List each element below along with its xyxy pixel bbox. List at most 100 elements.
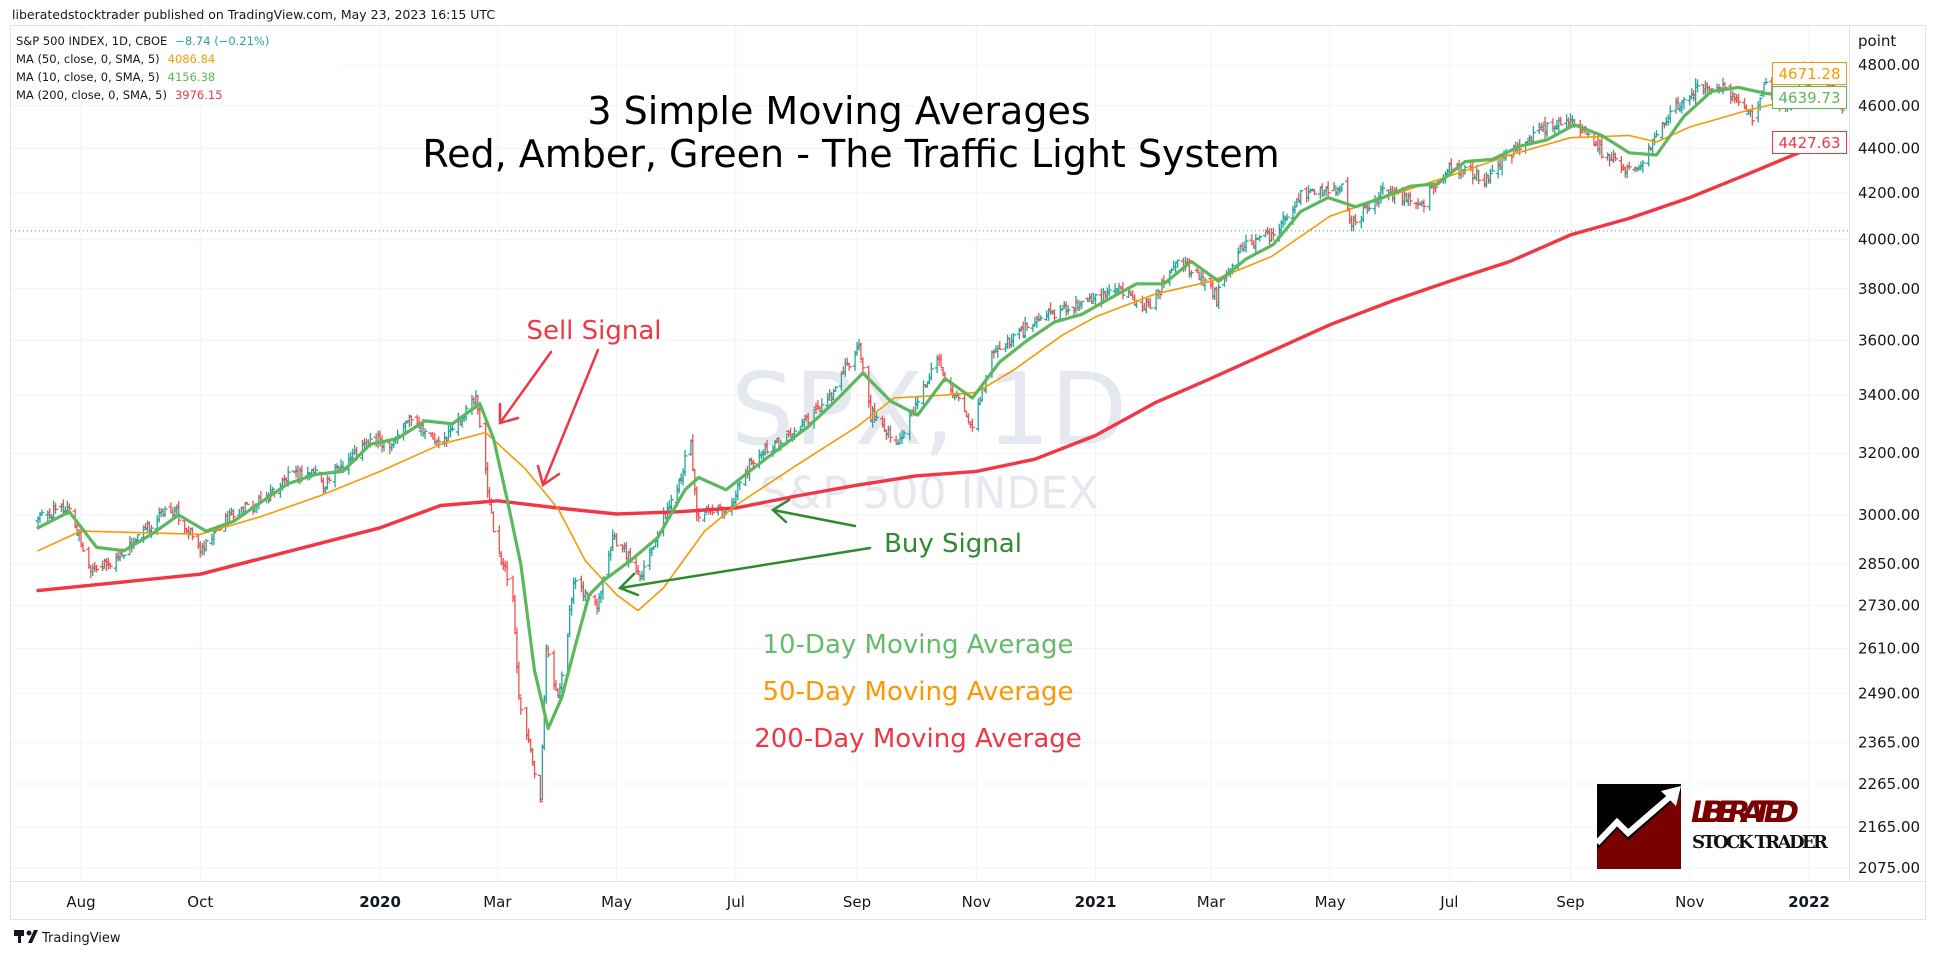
chart-title-line2: Red, Amber, Green - The Traffic Light Sy…	[422, 132, 1279, 176]
legend: S&P 500 INDEX, 1D, CBOE −8.74 (−0.21%) MA…	[16, 34, 269, 102]
tradingview-logo-icon	[14, 930, 38, 943]
ohlc-bar	[1024, 322, 1030, 331]
price-tick-label: 2075.00	[1858, 859, 1920, 877]
ohlc-bar	[543, 644, 549, 704]
ohlc-bar	[422, 428, 428, 440]
ohlc-bar	[1010, 333, 1016, 347]
ohlc-bar	[1421, 199, 1427, 213]
legend-row-ma10: MA (10, close, 0, SMA, 5) 4156.38	[16, 70, 215, 84]
ohlc-bar	[1626, 161, 1632, 171]
ohlc-bar	[107, 564, 113, 570]
ohlc-bar	[690, 434, 696, 471]
price-tick-label: 2165.00	[1858, 818, 1920, 836]
ohlc-bar	[582, 589, 588, 602]
time-tick-label: 2022	[1788, 893, 1830, 911]
ohlc-bar	[1079, 300, 1085, 309]
time-tick-label: May	[601, 893, 632, 911]
ohlc-bar	[86, 546, 92, 569]
time-tick-label: Mar	[1197, 893, 1226, 911]
ohlc-bar	[1093, 293, 1099, 306]
price-tick-label: 2730.00	[1858, 596, 1920, 614]
price-tag-box	[1772, 62, 1847, 85]
price-tag: 4671.28	[1772, 62, 1847, 85]
ohlc-bar	[1544, 121, 1550, 138]
price-axis-unit: point	[1858, 32, 1896, 50]
price-tick-label: 3600.00	[1858, 332, 1920, 350]
price-tick-label: 2265.00	[1858, 775, 1920, 793]
ohlc-bar	[1352, 214, 1358, 226]
price-tag-value: 4671.28	[1778, 65, 1840, 83]
ohlc-bar	[881, 418, 887, 432]
ohlc-bar	[682, 449, 688, 477]
legend-row-symbol: S&P 500 INDEX, 1D, CBOE −8.74 (−0.21%)	[16, 34, 269, 48]
price-tick-label: 4000.00	[1858, 231, 1920, 249]
ohlc-bar	[176, 501, 182, 526]
ohlc-bar	[532, 760, 538, 779]
ohlc-bar	[1202, 277, 1208, 291]
price-tags: 4671.28 4639.73 4427.63	[1772, 62, 1847, 154]
ohlc-bar	[545, 646, 551, 658]
ohlc-bar	[1051, 309, 1057, 322]
ohlc-bar	[1749, 104, 1755, 126]
ohlc-bar	[442, 431, 448, 447]
chart-panel	[10, 25, 1926, 920]
time-tick-label: Jul	[1439, 893, 1458, 911]
price-tick-label: 4400.00	[1858, 139, 1920, 157]
time-tick-label: 2021	[1075, 893, 1117, 911]
ohlc-bar	[1175, 259, 1181, 269]
ohlc-bar	[1599, 135, 1605, 159]
ohlc-bar	[887, 425, 893, 443]
ohlc-bar	[537, 774, 543, 803]
price-tag-value: 4639.73	[1778, 89, 1840, 107]
moving-average-lines	[36, 75, 1844, 731]
ohlc-bar	[1243, 234, 1249, 253]
ohlc-bar	[641, 560, 647, 581]
ohlc-bar	[1366, 203, 1372, 212]
ohlc-bar	[94, 564, 100, 573]
ohlc-bar	[1057, 304, 1063, 320]
key-ma10: 10-Day Moving Average	[762, 630, 1073, 660]
price-tick-label: 2365.00	[1858, 734, 1920, 752]
ohlc-bar	[121, 554, 127, 559]
ohlc-bar	[559, 671, 565, 693]
buy-arrow	[770, 498, 857, 528]
price-tag: 4427.63	[1772, 131, 1847, 154]
ohlc-bar	[1270, 227, 1276, 241]
ma200-line	[36, 140, 1844, 593]
ohlc-bar	[1325, 181, 1331, 198]
price-tick-label: 2610.00	[1858, 639, 1920, 657]
time-tick-label: Mar	[483, 893, 512, 911]
ohlc-bar	[846, 362, 852, 371]
ohlc-bar	[833, 386, 839, 392]
watermark-symbol: SPX, 1D	[731, 351, 1127, 468]
ohlc-bar	[1654, 130, 1660, 138]
ohlc-bar	[1106, 284, 1112, 297]
price-tick-label: 3400.00	[1858, 386, 1920, 404]
legend-row-ma50: MA (50, close, 0, SMA, 5) 4086.84	[16, 52, 215, 66]
ohlc-bar	[1339, 183, 1345, 192]
time-tick-label: Jul	[726, 893, 745, 911]
price-tag-box	[1772, 86, 1847, 109]
time-tick-label: Sep	[843, 893, 871, 911]
ohlc-bar	[516, 661, 522, 701]
ohlc-bar	[244, 501, 250, 505]
ohlc-bar	[1257, 235, 1263, 242]
ohlc-bar	[1489, 164, 1495, 173]
price-axis[interactable]: 4800.00 4600.00 4400.00 4200.00 4000.00 3800.…	[1858, 56, 1920, 877]
ohlc-bar	[702, 513, 708, 523]
ohlc-bar	[504, 560, 510, 587]
ohlc-bar	[1147, 297, 1153, 310]
ohlc-bar	[135, 534, 141, 542]
ohlc-bar	[1216, 283, 1222, 310]
price-tick-label: 2490.00	[1858, 684, 1920, 702]
time-tick-label: Nov	[1675, 893, 1704, 911]
tradingview-footer[interactable]: TradingView	[14, 930, 121, 946]
time-axis[interactable]: Aug Oct 2020 Mar May Jul Sep Nov 2021 Mar May Jul Se…	[66, 893, 1830, 911]
ohlc-bar	[1065, 304, 1071, 315]
ohlc-bar	[997, 341, 1003, 350]
time-tick-label: 2020	[359, 893, 401, 911]
ohlc-bar	[926, 373, 932, 385]
ohlc-bar	[1075, 299, 1081, 311]
ohlc-bar	[1736, 93, 1742, 107]
